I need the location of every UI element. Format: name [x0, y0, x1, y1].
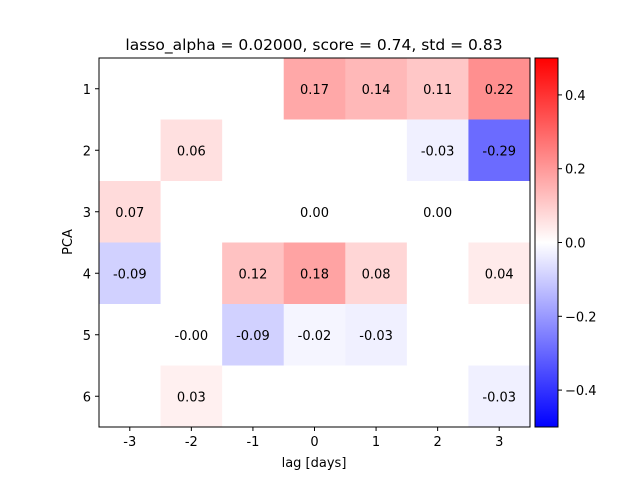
y-tick-label: 1 [83, 83, 91, 98]
cell-value-label: -0.02 [298, 329, 332, 344]
heatmap-cell [160, 242, 223, 305]
heatmap-cell [283, 119, 346, 182]
heatmap-cell [406, 304, 469, 366]
chart-title: lasso_alpha = 0.02000, score = 0.74, std… [125, 36, 502, 55]
heatmap-cell [345, 242, 408, 305]
cell-value-label: -0.03 [482, 390, 516, 405]
cell-value-label: 0.17 [300, 83, 329, 98]
heatmap-cell [222, 304, 285, 366]
heatmap-cell [99, 365, 162, 428]
x-tick-label: 0 [310, 435, 318, 450]
colorbar-tick-label: 0.2 [565, 163, 586, 178]
heatmap-cell [160, 304, 223, 366]
heatmap-cell [222, 119, 285, 182]
cell-value-label: -0.03 [359, 329, 393, 344]
cell-value-label: 0.14 [362, 83, 391, 98]
y-axis: 1 2 3 4 5 6 [83, 83, 99, 405]
heatmap-cell [468, 119, 531, 182]
heatmap-cell [160, 365, 223, 428]
colorbar-axis: 0.4 0.2 0.0 −0.2 −0.4 [558, 89, 597, 399]
cell-value-label: 0.12 [238, 267, 267, 282]
cell-value-label: -0.09 [236, 329, 270, 344]
heatmap-cell [99, 304, 162, 366]
colorbar-tick-label: −0.2 [565, 310, 597, 325]
heatmap-cell [468, 181, 531, 243]
heatmap-cell [345, 58, 408, 120]
x-tick-label: 2 [434, 435, 442, 450]
cell-value-label: -0.29 [482, 144, 516, 159]
heatmap-cell [222, 365, 285, 428]
colorbar-tick-label: 0.4 [565, 89, 586, 104]
heatmap-cell [406, 365, 469, 428]
cell-value-label: 0.11 [423, 83, 452, 98]
x-tick-label: -3 [123, 435, 136, 450]
y-axis-label: PCA [61, 229, 76, 255]
heatmap-cell [160, 119, 223, 182]
heatmap-cell [283, 242, 346, 305]
x-axis: -3 -2 -1 0 1 2 3 [123, 427, 503, 450]
heatmap-cell [160, 58, 223, 120]
cell-value-label: 0.08 [362, 267, 391, 282]
colorbar-tick-label: 0.0 [565, 237, 586, 252]
cell-value-label: 0.04 [485, 267, 514, 282]
cell-value-label: 0.00 [300, 206, 329, 221]
heatmap-cell [345, 304, 408, 366]
y-tick-label: 6 [83, 390, 91, 405]
heatmap-cell [283, 58, 346, 120]
y-tick-label: 2 [83, 144, 91, 159]
heatmap-cell [222, 58, 285, 120]
x-axis-label: lag [days] [282, 456, 347, 471]
heatmap-cell [406, 58, 469, 120]
heatmap-cell [222, 242, 285, 305]
x-tick-label: -2 [185, 435, 198, 450]
heatmap-cell [468, 58, 531, 120]
heatmap-cell-labels: 0.17 0.14 0.11 0.22 0.06 -0.03 -0.29 0.07 0.00 0.… [113, 83, 516, 406]
x-tick-label: 1 [372, 435, 380, 450]
heatmap-cell [283, 365, 346, 428]
cell-value-label: -0.03 [421, 144, 455, 159]
heatmap-cell [406, 181, 469, 243]
heatmap-cell [468, 304, 531, 366]
heatmap-cell [345, 365, 408, 428]
heatmap-cell [99, 242, 162, 305]
cell-value-label: -0.00 [175, 329, 209, 344]
x-tick-label: 3 [495, 435, 503, 450]
cell-value-label: 0.18 [300, 267, 329, 282]
heatmap-cell [99, 58, 162, 120]
y-tick-label: 3 [83, 206, 91, 221]
heatmap-cell [283, 181, 346, 243]
heatmap-cell [468, 242, 531, 305]
cell-value-label: 0.07 [115, 206, 144, 221]
heatmap-cell [99, 119, 162, 182]
y-tick-label: 4 [83, 267, 91, 282]
y-tick-label: 5 [83, 329, 91, 344]
heatmap-cell [160, 181, 223, 243]
heatmap-cell [406, 119, 469, 182]
cell-value-label: -0.09 [113, 267, 147, 282]
heatmap-cell [345, 181, 408, 243]
heatmap-cell [222, 181, 285, 243]
colorbar-tick-label: −0.4 [565, 384, 597, 399]
cell-value-label: 0.22 [485, 83, 514, 98]
heatmap-cell [99, 181, 162, 243]
colorbar [534, 57, 559, 428]
heatmap-cell [406, 242, 469, 305]
heatmap-cell [283, 304, 346, 366]
cell-value-label: 0.03 [177, 390, 206, 405]
cell-value-label: 0.00 [423, 206, 452, 221]
heatmap-cells [99, 58, 531, 428]
cell-value-label: 0.06 [177, 144, 206, 159]
heatmap-cell [345, 119, 408, 182]
x-tick-label: -1 [246, 435, 259, 450]
heatmap-cell [468, 365, 531, 428]
